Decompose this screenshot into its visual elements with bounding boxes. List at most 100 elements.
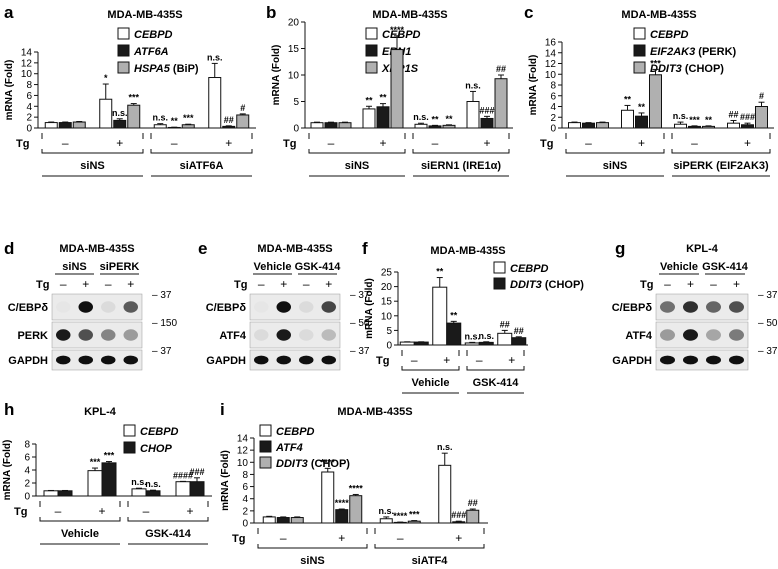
tg-label: Tg [232, 533, 245, 545]
blot-band [101, 355, 116, 365]
legend-item: HSPA5 (BiP) [117, 61, 199, 75]
tg-label: Tg [283, 138, 296, 150]
tg-sign: + [338, 531, 345, 545]
bar [582, 122, 595, 129]
panel-letter: h [4, 400, 14, 419]
panel-i: i MDA-MB-435S CEBPD ATF4 DDIT3 (CHOP) 0 246810… [220, 400, 488, 567]
bar [43, 490, 59, 497]
protein-label: C/EBPδ [8, 302, 49, 314]
protein-label: PERK [17, 330, 48, 342]
bar [494, 78, 508, 129]
significance-label: ** [638, 102, 646, 112]
significance-label: ## [500, 319, 510, 329]
tg-sign: – [710, 277, 717, 291]
blot-band [254, 301, 269, 313]
significance-label: n.s. [131, 477, 147, 487]
legend-label: CEBPD [140, 426, 179, 438]
bar [452, 521, 466, 524]
tg-bracket [374, 544, 485, 549]
significance-label: n.s. [413, 112, 429, 122]
legend-label: ATF4 [275, 442, 303, 454]
bar [635, 115, 648, 129]
bar [335, 509, 349, 524]
bar [349, 495, 363, 524]
bar [464, 342, 480, 346]
bar [621, 109, 634, 129]
legend-swatch [259, 440, 272, 453]
condition-label: GSK-414 [145, 528, 192, 540]
y-tick-label: 12 [545, 59, 557, 70]
y-tick-label: 5 [386, 326, 392, 337]
tg-sign: – [280, 531, 287, 545]
panel-title: MDA-MB-435S [59, 243, 134, 255]
significance-label: ** [705, 115, 713, 125]
panel-letter: e [198, 239, 207, 258]
legend-item: DDIT3 (CHOP) [259, 456, 350, 470]
panel-letter: a [4, 3, 14, 22]
y-tick-label: 25 [381, 268, 393, 279]
significance-label: **** [390, 25, 405, 35]
blot-band [706, 355, 721, 365]
legend-swatch [259, 424, 272, 437]
bar [57, 490, 73, 497]
legend-item: ERN1 [365, 44, 411, 58]
significance-label: ### [451, 510, 466, 520]
size-marker: – 37 [758, 346, 778, 357]
blot-band [706, 301, 721, 313]
tg-sign: + [733, 277, 740, 291]
y-tick-label: 14 [237, 434, 249, 445]
protein-label: C/EBPδ [206, 302, 247, 314]
significance-label: n.s. [478, 331, 494, 341]
tg-bracket [39, 517, 121, 522]
condition-label: GSK-414 [473, 377, 520, 389]
significance-label: ** [379, 93, 387, 103]
y-tick-label: 0 [242, 519, 248, 530]
tg-label: Tg [14, 506, 27, 518]
bar [362, 108, 376, 129]
blot-band [276, 355, 291, 365]
tg-label: Tg [234, 279, 247, 291]
panel-title: MDA-MB-435S [337, 406, 412, 418]
bar [399, 341, 415, 346]
tg-label: Tg [640, 279, 653, 291]
blot-row: ATF4 – 50 [625, 318, 778, 349]
blot-band [299, 301, 314, 313]
tg-sign: + [687, 277, 694, 291]
tg-sign: + [82, 277, 89, 291]
tg-sign: + [638, 136, 645, 150]
tg-sign: + [483, 136, 490, 150]
tg-sign: + [325, 277, 332, 291]
tg-sign: – [258, 277, 265, 291]
bar [511, 337, 527, 346]
bar [390, 49, 404, 129]
significance-label: ** [624, 94, 632, 104]
legend-item: CEBPD [493, 261, 549, 275]
significance-label: ** [431, 114, 439, 124]
bar [262, 516, 276, 524]
condition-label: siATF4 [412, 555, 449, 567]
size-marker: – 37 [350, 346, 370, 357]
blot-band [321, 329, 336, 341]
y-tick-label: 4 [26, 102, 32, 113]
legend-swatch [123, 424, 136, 437]
tg-bracket [401, 366, 460, 371]
y-tick-label: 6 [24, 453, 30, 464]
significance-label: **** [321, 457, 336, 467]
legend-item: ATF4 [259, 440, 303, 454]
blot-band [254, 329, 269, 341]
size-marker: – 37 [758, 290, 778, 301]
y-tick-label: 0 [24, 492, 30, 503]
blot-band [321, 301, 336, 313]
significance-label: ## [728, 109, 738, 119]
y-tick-label: 2 [26, 113, 32, 124]
significance-label: *** [128, 93, 139, 103]
significance-label: *** [104, 451, 115, 461]
significance-label: ## [496, 64, 506, 74]
y-tick-label: 2 [242, 506, 248, 517]
legend-item: CEBPD [633, 27, 689, 41]
bar [727, 122, 740, 129]
significance-label: *** [90, 457, 101, 467]
legend-swatch [123, 441, 136, 454]
tg-bracket [257, 544, 368, 549]
